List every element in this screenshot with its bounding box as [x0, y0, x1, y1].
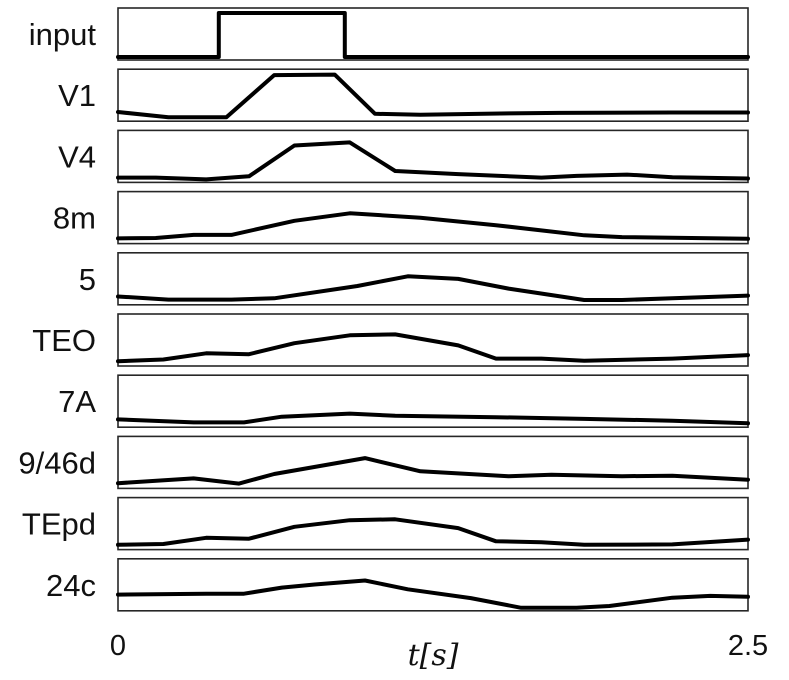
panel-5: 5: [79, 252, 750, 306]
series-line: [116, 332, 750, 364]
series-line: [116, 411, 750, 426]
series-line: [116, 456, 750, 486]
x-axis-label: t[s]: [408, 638, 459, 673]
series-label: V1: [58, 78, 96, 113]
series-label: TEO: [32, 323, 96, 358]
series-line: [116, 274, 750, 302]
series-label: TEpd: [22, 507, 96, 542]
panel-8: 9/46d: [18, 435, 750, 490]
panel-10: 24c: [46, 557, 750, 612]
series-label: V4: [58, 139, 96, 174]
series-label: 24c: [46, 568, 96, 603]
series-line: [116, 11, 750, 59]
panel-frame: [117, 435, 749, 490]
series-label: 9/46d: [18, 445, 96, 480]
panel-9: TEpd: [22, 496, 750, 551]
series-line: [116, 211, 750, 241]
series-label: input: [29, 17, 97, 52]
panel-frame: [117, 557, 749, 612]
panel-3: V4: [58, 129, 750, 184]
series-label: 7A: [58, 384, 96, 419]
panel-6: TEO: [32, 313, 750, 367]
series-line: [116, 140, 750, 182]
panel-7: 7A: [58, 374, 750, 429]
panel-1: input: [29, 7, 750, 61]
series-label: 8m: [53, 201, 96, 236]
x-tick-label-end: 2.5: [728, 630, 768, 662]
series-line: [116, 578, 750, 610]
panel-group: input V1 V4 8m 5 TEO 7A 9/46d TEpd 24c: [18, 7, 750, 612]
panel-4: 8m: [53, 190, 750, 245]
panel-2: V1: [58, 68, 750, 122]
x-tick-label-start: 0: [110, 630, 126, 662]
series-line: [116, 72, 750, 120]
series-label: 5: [79, 262, 96, 297]
series-line: [116, 517, 750, 547]
panel-frame: [117, 7, 749, 61]
